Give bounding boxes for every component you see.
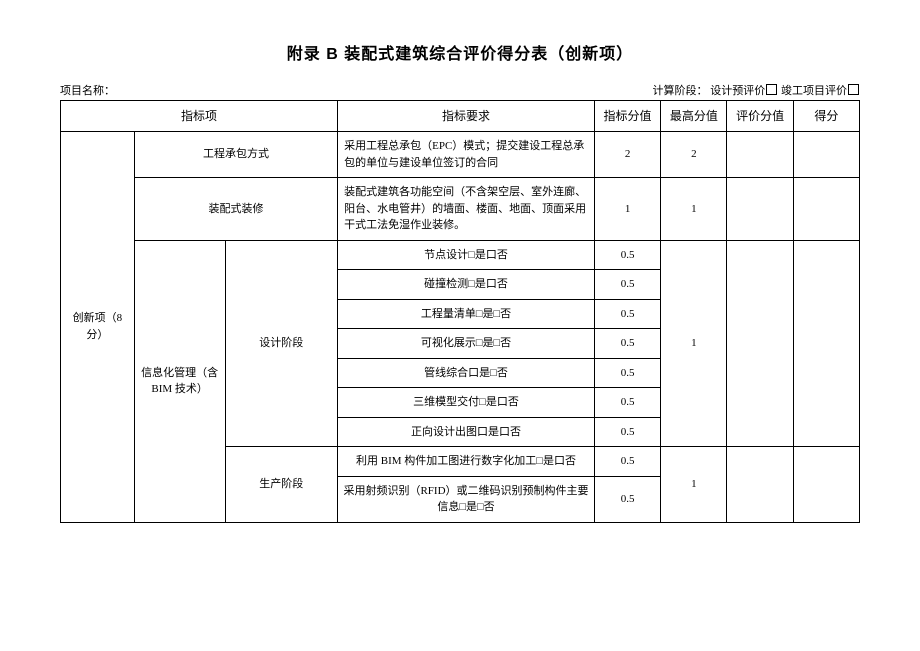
header-total: 得分	[793, 101, 859, 132]
max-cell: 1	[661, 240, 727, 447]
item-cell: 装配式装修	[134, 178, 337, 241]
score-cell: 0.5	[594, 358, 660, 388]
info-mgmt-cell: 信息化管理（含 BIM 技术）	[134, 240, 225, 522]
header-requirement: 指标要求	[338, 101, 595, 132]
table-row: 创新项（8分） 工程承包方式 采用工程总承包（EPC）模式；提交建设工程总承包的…	[61, 132, 860, 178]
score-cell: 0.5	[594, 476, 660, 522]
max-cell: 1	[661, 447, 727, 523]
stage-opt2: 竣工项目评价	[781, 85, 847, 97]
max-cell: 2	[661, 132, 727, 178]
total-cell	[793, 240, 859, 447]
total-cell	[793, 447, 859, 523]
page-title: 附录 B 装配式建筑综合评价得分表（创新项）	[60, 40, 860, 64]
max-cell: 1	[661, 178, 727, 241]
category-cell: 创新项（8分）	[61, 132, 135, 523]
requirement-cell: 采用射频识别（RFID）或二维码识别预制构件主要信息□是□否	[338, 476, 595, 522]
table-row: 信息化管理（含 BIM 技术） 设计阶段 节点设计□是口否 0.5 1	[61, 240, 860, 270]
eval-cell	[727, 178, 793, 241]
stage-opt1: 设计预评价	[710, 85, 765, 97]
score-table: 指标项 指标要求 指标分值 最高分值 评价分值 得分 创新项（8分） 工程承包方…	[60, 100, 860, 523]
requirement-cell: 工程量清单□是□否	[338, 299, 595, 329]
score-cell: 0.5	[594, 329, 660, 359]
design-stage-cell: 设计阶段	[225, 240, 338, 447]
score-cell: 0.5	[594, 240, 660, 270]
table-header-row: 指标项 指标要求 指标分值 最高分值 评价分值 得分	[61, 101, 860, 132]
score-cell: 0.5	[594, 270, 660, 300]
header-indicator: 指标项	[61, 101, 338, 132]
total-cell	[793, 178, 859, 241]
eval-cell	[727, 447, 793, 523]
meta-row: 项目名称： 计算阶段： 设计预评价 竣工项目评价	[60, 82, 860, 98]
checkbox-icon	[766, 84, 777, 95]
eval-cell	[727, 132, 793, 178]
requirement-cell: 三维模型交付□是口否	[338, 388, 595, 418]
score-cell: 0.5	[594, 388, 660, 418]
score-cell: 2	[594, 132, 660, 178]
score-cell: 0.5	[594, 417, 660, 447]
stage-label: 计算阶段：	[653, 85, 708, 97]
requirement-cell: 正向设计出图口是口否	[338, 417, 595, 447]
header-score: 指标分值	[594, 101, 660, 132]
score-cell: 0.5	[594, 299, 660, 329]
requirement-cell: 装配式建筑各功能空间（不含架空层、室外连廊、阳台、水电管井）的墙面、楼面、地面、…	[338, 178, 595, 241]
checkbox-icon	[848, 84, 859, 95]
requirement-cell: 利用 BIM 构件加工图进行数字化加工□是口否	[338, 447, 595, 477]
eval-cell	[727, 240, 793, 447]
header-max: 最高分值	[661, 101, 727, 132]
item-cell: 工程承包方式	[134, 132, 337, 178]
prod-stage-cell: 生产阶段	[225, 447, 338, 523]
requirement-cell: 管线综合口是□否	[338, 358, 595, 388]
requirement-cell: 节点设计□是口否	[338, 240, 595, 270]
table-row: 装配式装修 装配式建筑各功能空间（不含架空层、室外连廊、阳台、水电管井）的墙面、…	[61, 178, 860, 241]
stage-label-group: 计算阶段： 设计预评价 竣工项目评价	[653, 82, 861, 98]
header-eval: 评价分值	[727, 101, 793, 132]
requirement-cell: 碰撞检测□是口否	[338, 270, 595, 300]
total-cell	[793, 132, 859, 178]
requirement-cell: 采用工程总承包（EPC）模式；提交建设工程总承包的单位与建设单位签订的合同	[338, 132, 595, 178]
project-name-label: 项目名称：	[60, 82, 115, 98]
score-cell: 0.5	[594, 447, 660, 477]
requirement-cell: 可视化展示□是□否	[338, 329, 595, 359]
score-cell: 1	[594, 178, 660, 241]
